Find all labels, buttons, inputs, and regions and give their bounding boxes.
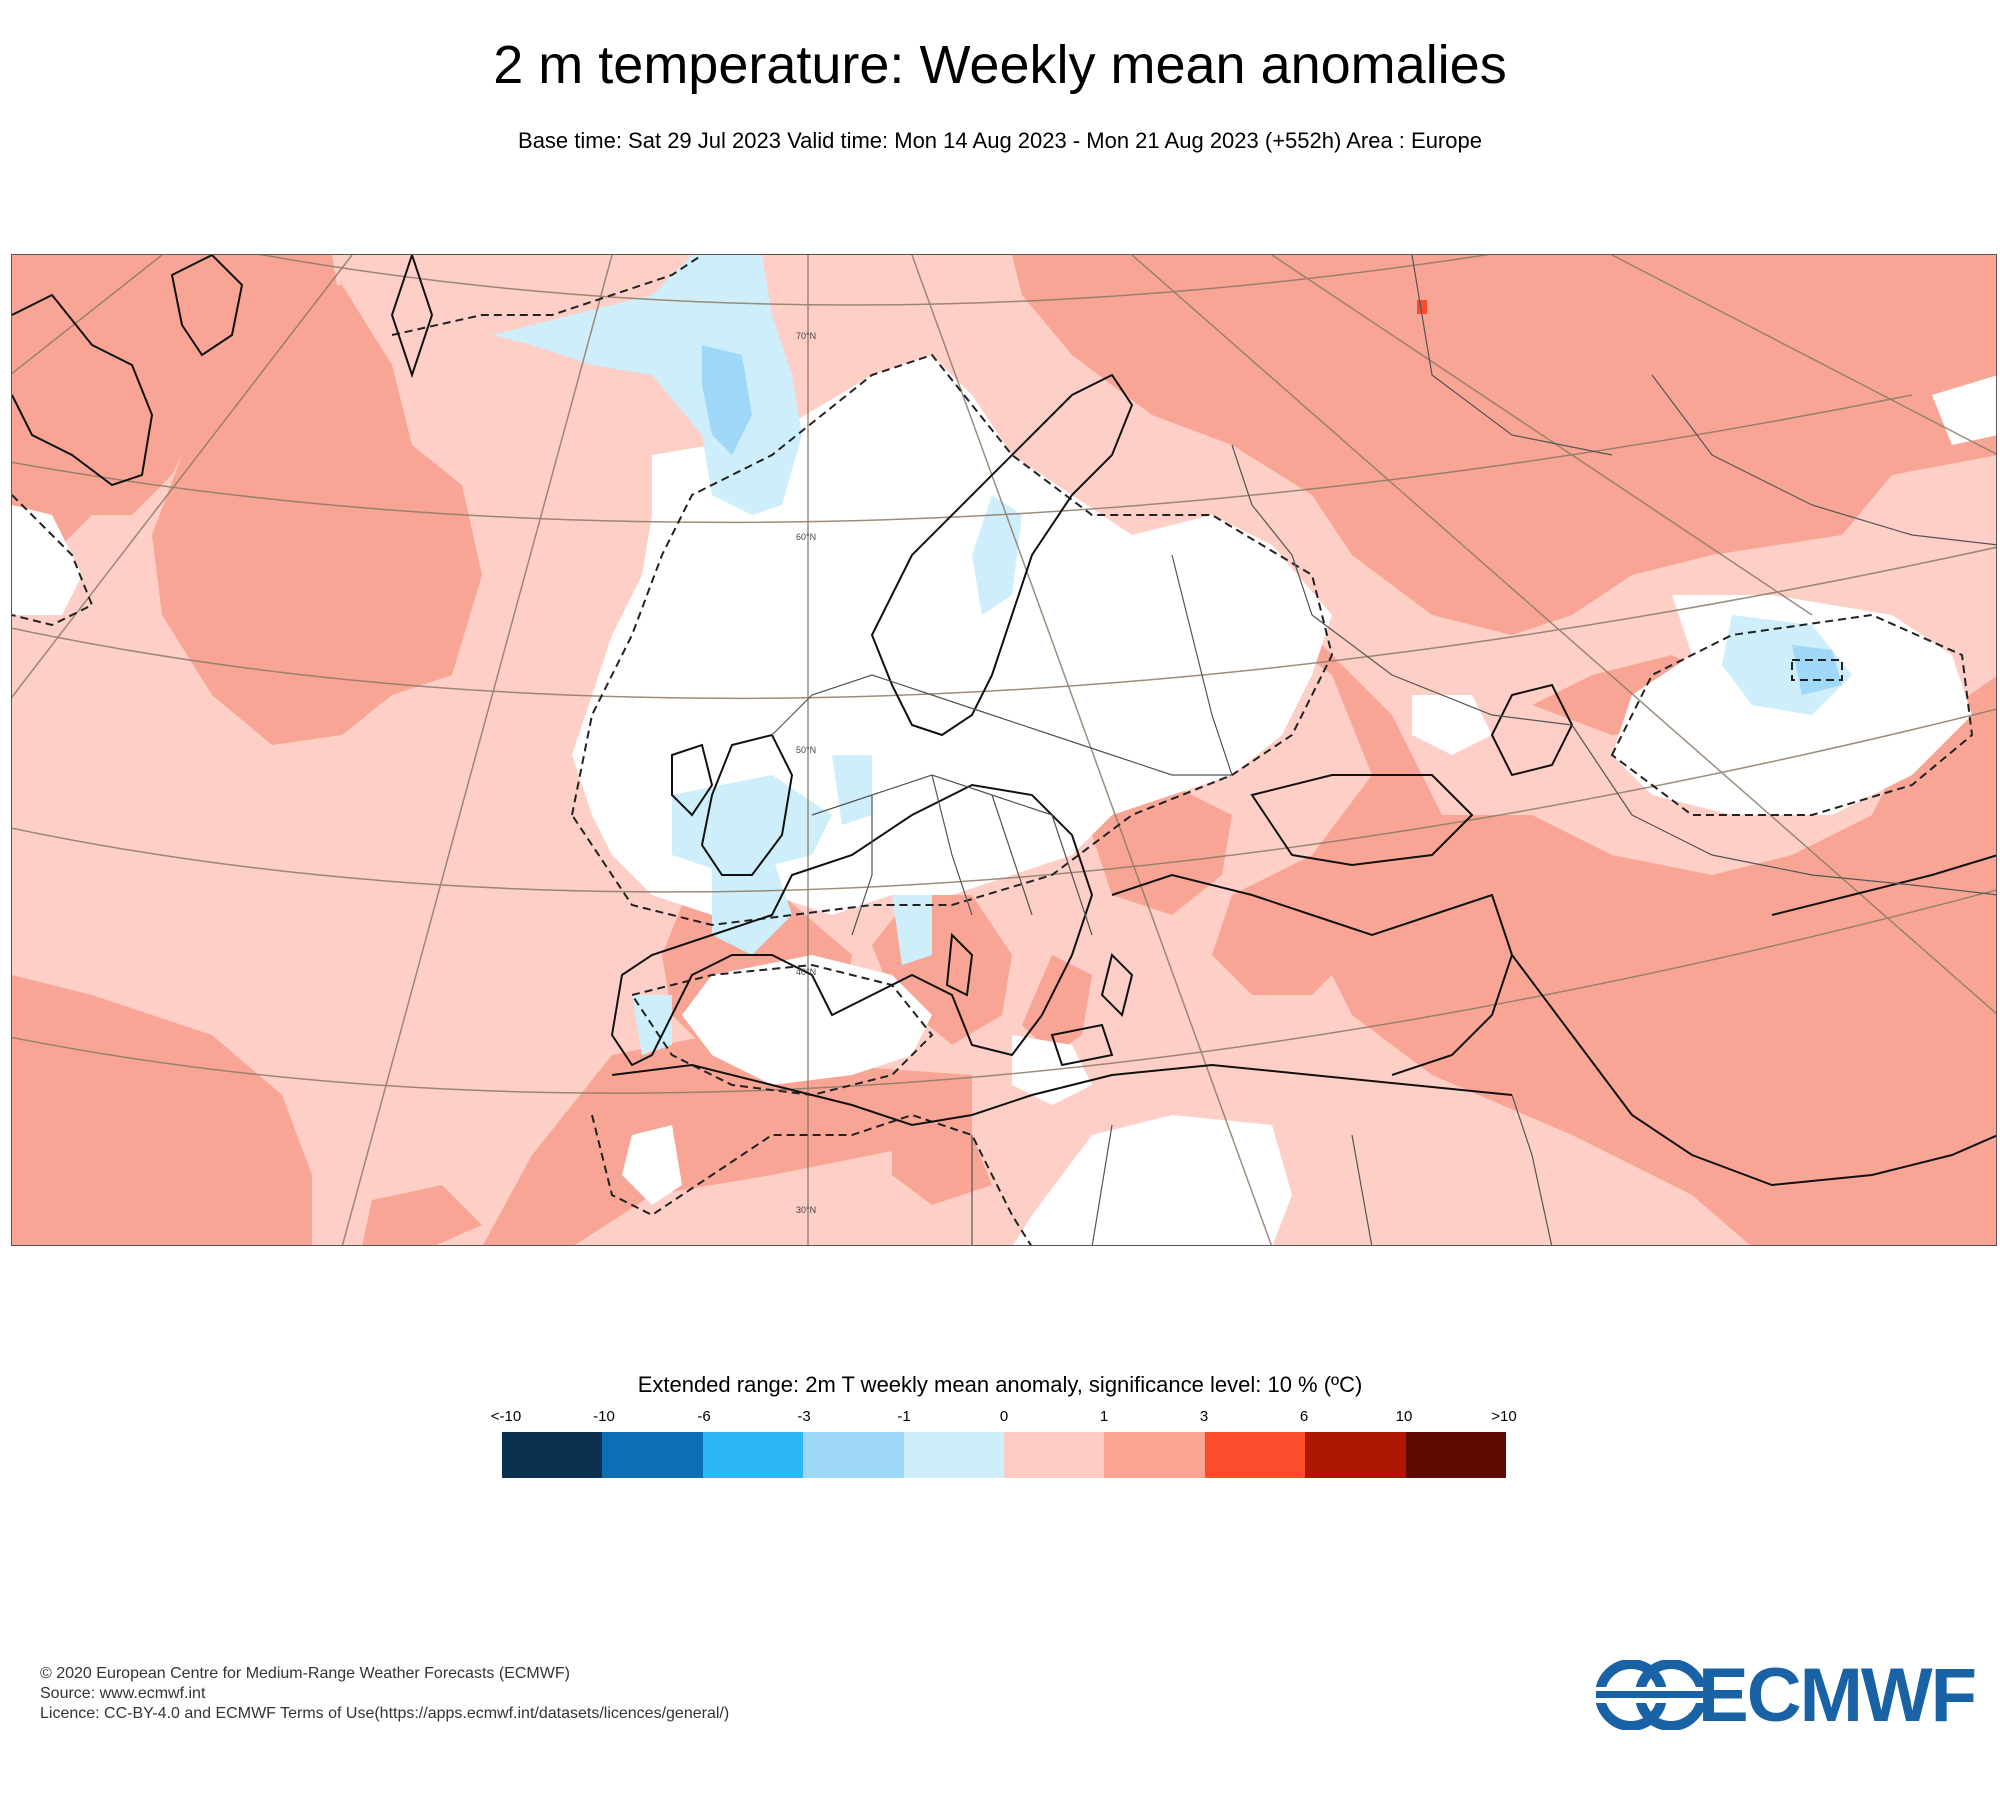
legend-swatch	[903, 1432, 1005, 1478]
legend-tick: -6	[697, 1408, 711, 1425]
legend-swatch	[1204, 1432, 1306, 1478]
legend-tick: 3	[1199, 1408, 1209, 1425]
legend-tick: -10	[593, 1408, 615, 1425]
lat-label-40: 40°N	[796, 967, 816, 977]
legend-swatch	[803, 1432, 904, 1478]
graticule	[12, 255, 1996, 1245]
country-borders	[771, 255, 1996, 1245]
legend-swatch	[702, 1432, 804, 1478]
legend-tick-labels: <-10 -10 -6 -3 -1 0 1 3 6 10 >10	[491, 1408, 1517, 1428]
ecmwf-logo-icon	[1596, 1660, 1707, 1730]
coastlines	[12, 255, 1996, 1187]
legend-tick: <-10	[490, 1408, 522, 1425]
legend-swatch	[1305, 1432, 1406, 1478]
legend-swatch	[1104, 1432, 1205, 1478]
legend-tick: 0	[999, 1408, 1009, 1425]
lat-label-30: 30°N	[796, 1205, 816, 1215]
legend-swatch	[1004, 1432, 1105, 1478]
lat-label-70: 70°N	[796, 331, 816, 341]
footer-copyright: © 2020 European Centre for Medium-Range …	[40, 1665, 570, 1682]
legend-tick: 6	[1299, 1408, 1309, 1425]
anomaly-map: 70°N 60°N 50°N 40°N 30°N	[11, 254, 1997, 1246]
legend-title: Extended range: 2m T weekly mean anomaly…	[637, 1372, 1363, 1397]
legend-tick: >10	[1491, 1408, 1517, 1425]
legend-tick: 10	[1395, 1408, 1413, 1425]
footer: © 2020 European Centre for Medium-Range …	[40, 1664, 729, 1724]
legend-tick: 1	[1099, 1408, 1109, 1425]
lat-label-60: 60°N	[796, 532, 816, 542]
latitude-labels: 70°N 60°N 50°N 40°N 30°N	[796, 331, 816, 1215]
legend-swatch	[1405, 1432, 1507, 1478]
legend-swatch	[602, 1432, 703, 1478]
footer-licence: Licence: CC-BY-4.0 and ECMWF Terms of Us…	[40, 1705, 730, 1722]
legend-tick: -3	[797, 1408, 811, 1425]
footer-source: Source: www.ecmwf.int	[40, 1685, 206, 1702]
ecmwf-logo-text: ECMWF	[1698, 1653, 1977, 1738]
legend-color-bar	[502, 1432, 1507, 1478]
lat-label-50: 50°N	[796, 745, 816, 755]
cool-anomaly-areas	[702, 345, 1842, 695]
hot-spot	[1417, 300, 1427, 314]
chart-title: 2 m temperature: Weekly mean anomalies	[493, 35, 1507, 95]
map-svg: 70°N 60°N 50°N 40°N 30°N	[12, 255, 1996, 1245]
significance-contours	[12, 255, 1974, 1245]
legend-swatch	[502, 1432, 603, 1478]
legend-tick: -1	[897, 1408, 911, 1425]
chart-subtitle: Base time: Sat 29 Jul 2023 Valid time: M…	[518, 128, 1482, 153]
